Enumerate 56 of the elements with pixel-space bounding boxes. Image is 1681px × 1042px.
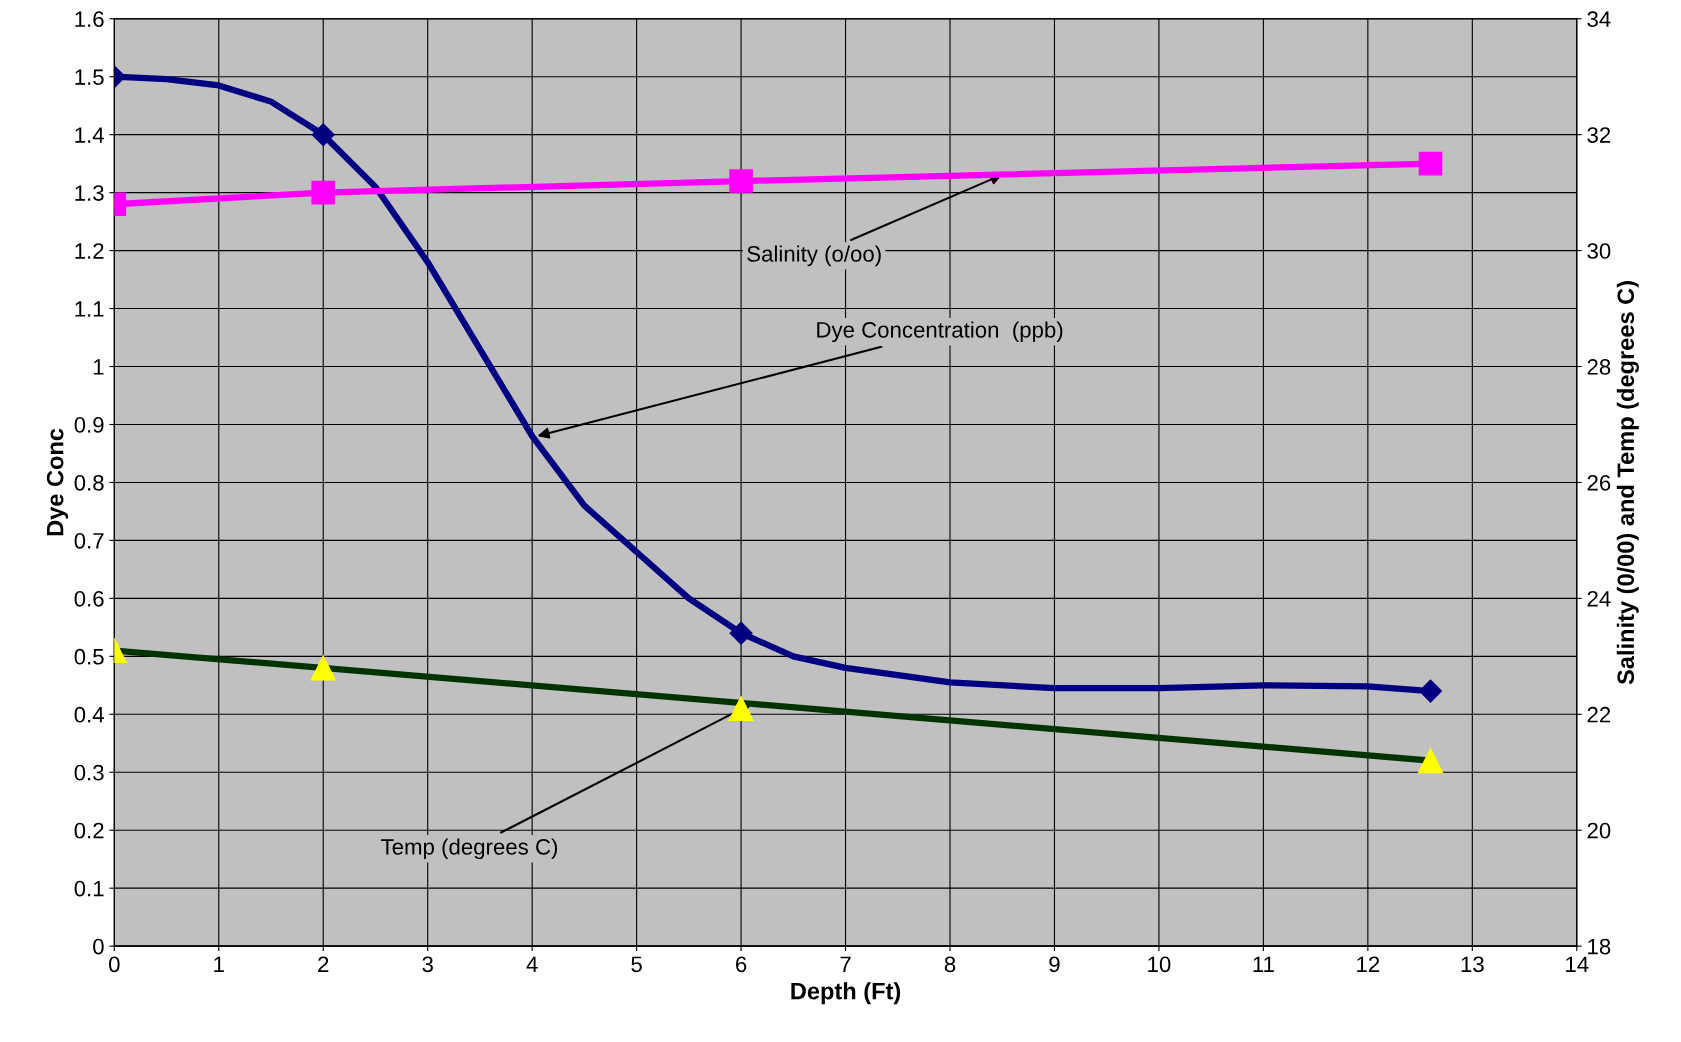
y-tick-label: 1.5 [75, 69, 104, 85]
y-tick-label: 1.3 [75, 185, 104, 201]
y2-tick-label: 20 [1587, 822, 1611, 839]
x-tick-label: 2 [318, 956, 329, 972]
y2-axis-title: Salinity (0/00) and Temp (degrees C) [1616, 281, 1639, 685]
y2-tick-label: 22 [1587, 706, 1611, 723]
y-tick-label: 0.8 [74, 474, 104, 491]
y2-tick-label: 18 [1588, 938, 1611, 955]
x-tick-label: 13 [1461, 956, 1484, 973]
y-tick-label: 1.4 [75, 127, 104, 143]
y-tick-label: 0.7 [74, 532, 104, 549]
y2-tick-label: 30 [1587, 243, 1611, 259]
y2-tick-label: 32 [1587, 127, 1611, 143]
y2-tick-label: 28 [1587, 359, 1611, 375]
x-tick-label: 7 [840, 956, 851, 972]
y-tick-label: 0.3 [74, 764, 104, 781]
x-tick-label: 9 [1049, 956, 1060, 973]
x-tick-label: 6 [736, 956, 747, 973]
y2-tick-label: 26 [1587, 474, 1611, 491]
y-axis-title: Dye Conc [46, 428, 69, 536]
x-tick-label: 12 [1357, 956, 1380, 972]
x-tick-label: 14 [1566, 956, 1589, 972]
y-tick-label: 1.1 [75, 301, 104, 317]
y-tick-label: 1 [93, 359, 104, 375]
point [728, 695, 754, 721]
x-tick-label: 4 [526, 956, 538, 972]
point [729, 621, 753, 645]
point [310, 655, 336, 681]
y-tick-label: 0.1 [74, 880, 104, 897]
x-tick-label: 0 [109, 956, 120, 973]
point [1418, 151, 1443, 176]
y-tick-label: 0.5 [74, 648, 104, 665]
y-tick-label: 0 [93, 938, 104, 955]
point [1418, 748, 1444, 774]
annotation: Salinity (o/oo) [747, 245, 881, 267]
x-axis-title: Depth (Ft) [791, 982, 901, 1005]
y-tick-label: 0.4 [74, 706, 104, 723]
y-tick-label: 1.6 [75, 11, 104, 28]
point [729, 169, 753, 193]
y2-tick-label: 34 [1587, 11, 1611, 28]
annotation: Dye Concentration (ppb) [817, 321, 1063, 343]
x-tick-label: 11 [1253, 956, 1274, 972]
point [1419, 679, 1443, 703]
x-tick-label: 8 [944, 956, 956, 973]
x-tick-label: 1 [214, 956, 224, 972]
y-tick-label: 0.2 [74, 822, 104, 839]
y2-tick-label: 24 [1587, 590, 1611, 607]
x-tick-label: 5 [631, 956, 642, 973]
y-tick-label: 1.2 [75, 243, 104, 259]
y-tick-label: 0.9 [74, 417, 104, 433]
annotation: Temp (degrees C) [381, 838, 558, 860]
point [311, 123, 335, 147]
y-tick-label: 0.6 [74, 590, 104, 607]
point [311, 180, 336, 205]
x-tick-label: 10 [1148, 956, 1171, 973]
x-tick-label: 3 [422, 956, 433, 973]
